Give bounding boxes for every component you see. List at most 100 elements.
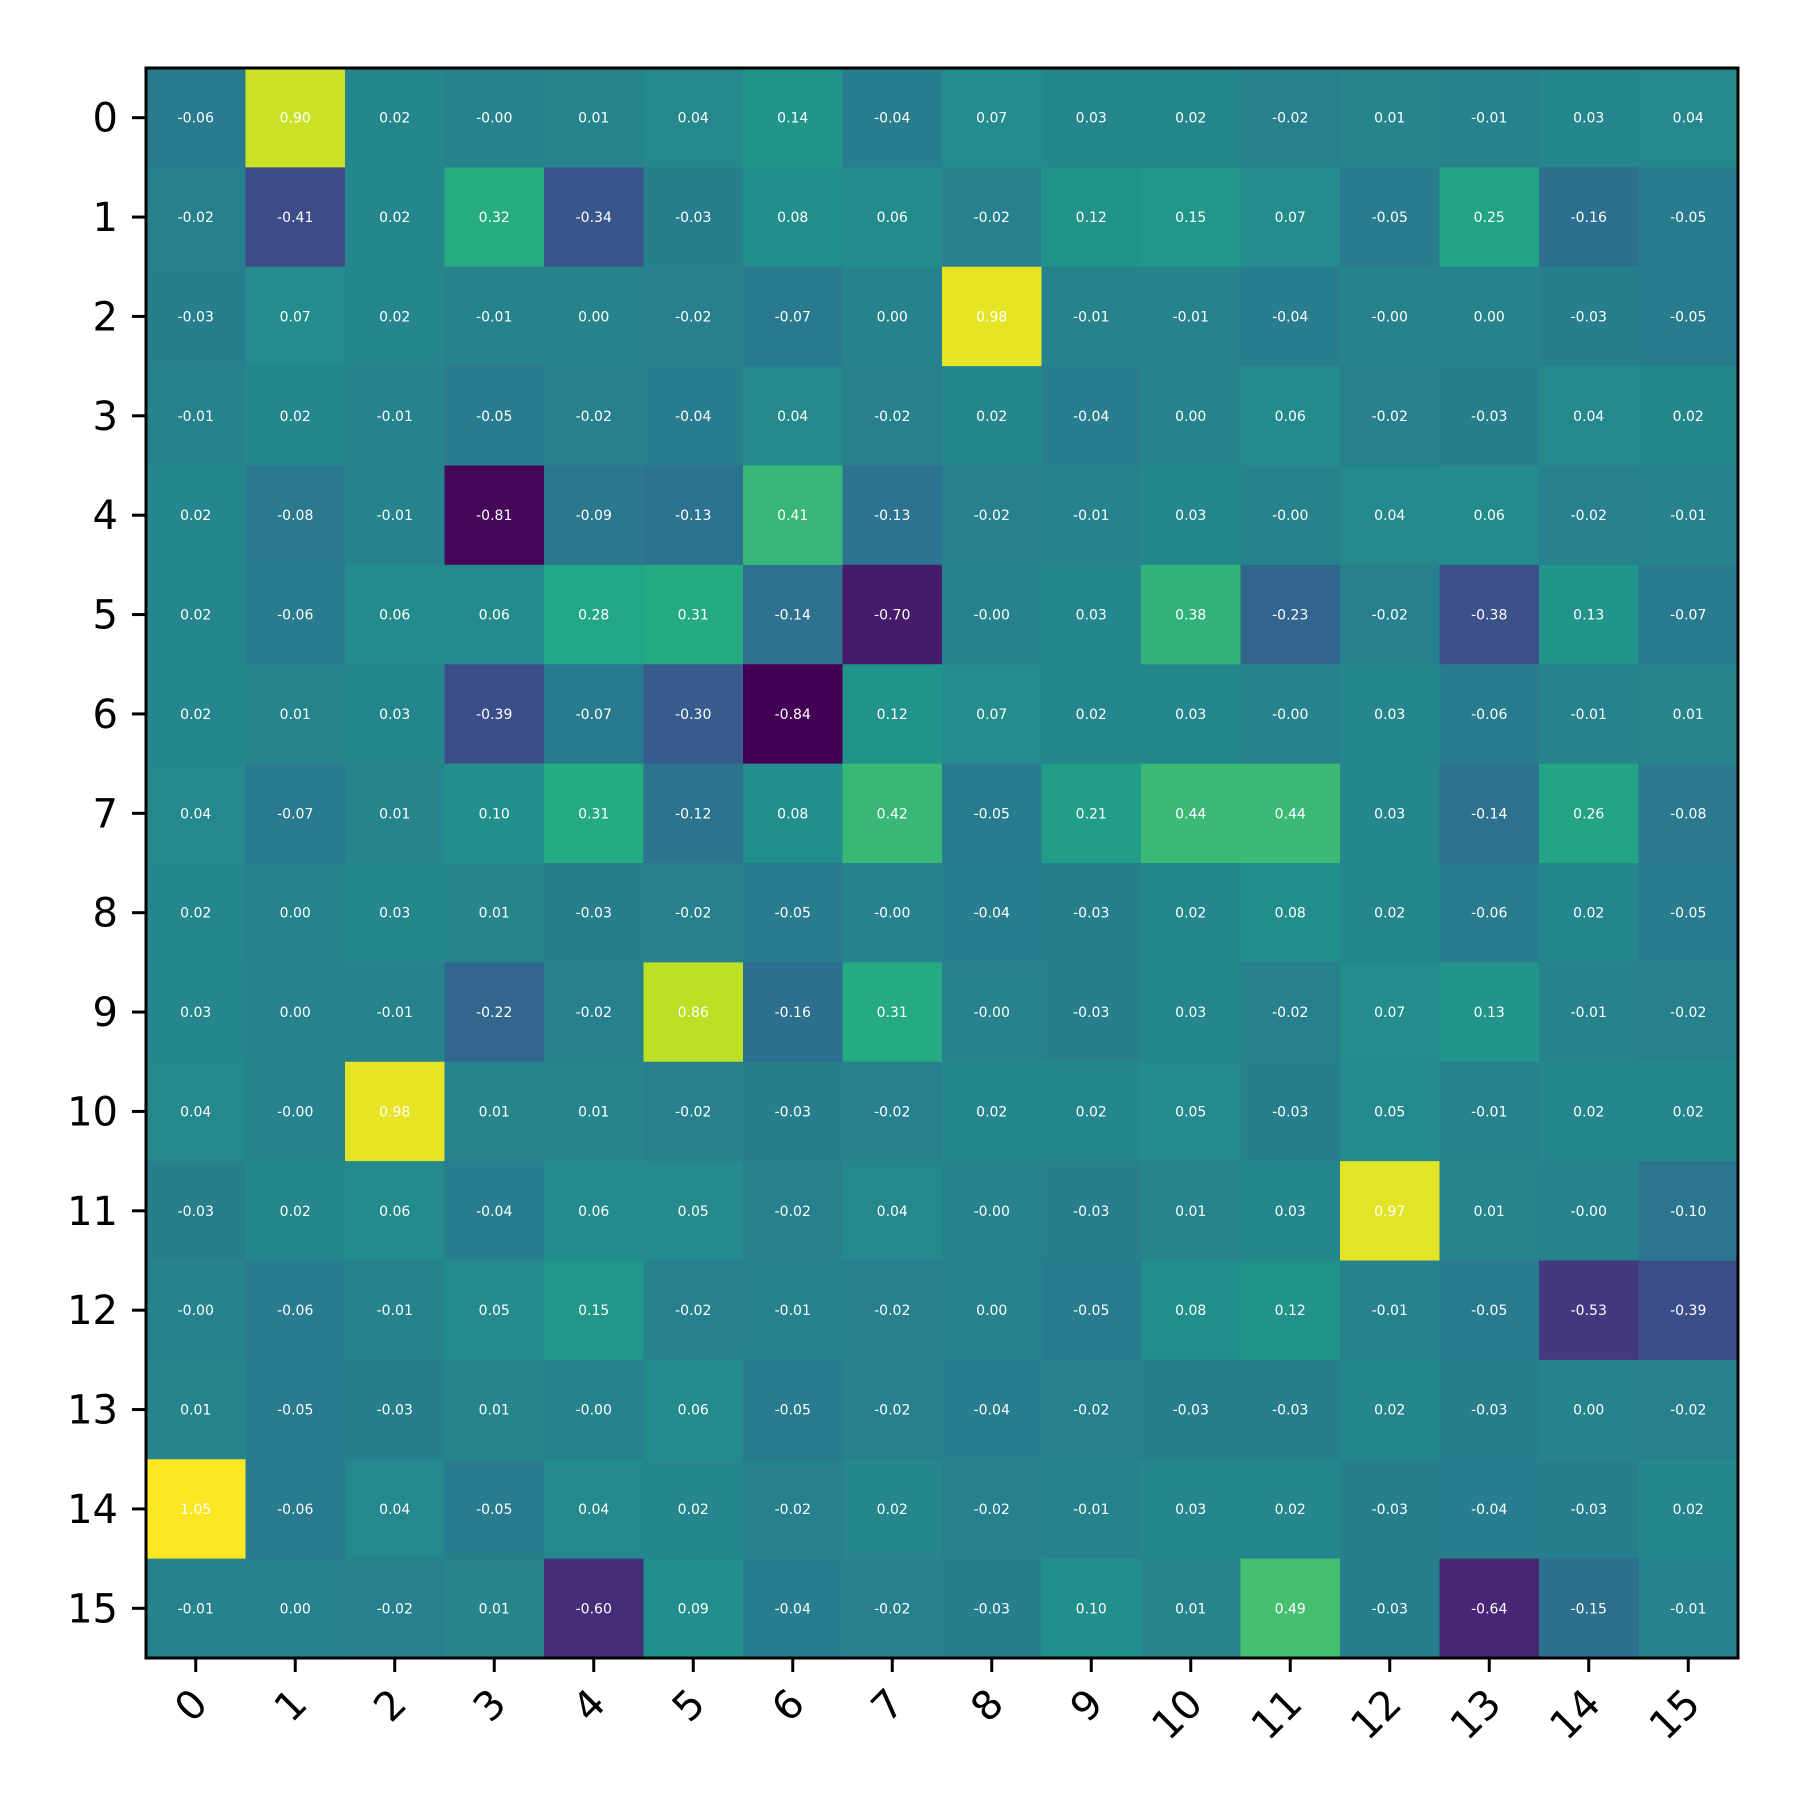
heatmap-cell: [842, 167, 943, 268]
heatmap-cell: [245, 763, 346, 864]
cell-value-label: 0.01: [479, 1601, 510, 1617]
cell-value-label: 0.02: [976, 1104, 1007, 1120]
heatmap-cell: [345, 664, 446, 765]
cell-value-label: 0.02: [1076, 707, 1107, 723]
cell-value-label: 0.04: [678, 111, 709, 127]
cell-value-label: -0.00: [874, 906, 910, 922]
heatmap-cell: [842, 962, 943, 1063]
cell-value-label: 0.00: [877, 309, 908, 325]
heatmap-cell: [1340, 1061, 1441, 1162]
heatmap-cell: [1340, 1459, 1441, 1560]
heatmap-cell: [842, 465, 943, 566]
cell-value-label: 0.02: [1076, 1104, 1107, 1120]
heatmap-cell: [245, 962, 346, 1063]
heatmap-cell: [345, 962, 446, 1063]
cell-value-label: 0.25: [1474, 210, 1505, 226]
cell-value-label: 0.02: [379, 111, 410, 127]
heatmap-cell: [345, 68, 446, 168]
heatmap-cell: [1638, 564, 1739, 665]
cell-value-label: -0.01: [1471, 111, 1507, 127]
heatmap-cell: [1240, 1558, 1341, 1659]
cell-value-label: -0.03: [178, 309, 214, 325]
heatmap-cell: [444, 167, 545, 268]
cell-value-label: -0.06: [178, 111, 214, 127]
heatmap-cells: [146, 68, 1739, 1659]
cell-value-label: 0.12: [877, 707, 908, 723]
heatmap-cell: [1439, 763, 1540, 864]
cell-value-label: -0.04: [1471, 1502, 1507, 1518]
cell-value-label: 0.02: [280, 409, 311, 425]
heatmap-cell: [146, 1061, 247, 1162]
cell-value-label: -0.02: [775, 1204, 811, 1220]
heatmap-cell: [1041, 962, 1142, 1063]
heatmap-cell: [1141, 366, 1242, 467]
heatmap-cell: [1041, 763, 1142, 864]
cell-value-label: 0.06: [379, 1204, 410, 1220]
heatmap-cell: [1439, 664, 1540, 765]
cell-value-label: 0.06: [1275, 409, 1306, 425]
cell-value-label: 0.02: [976, 409, 1007, 425]
heatmap-cell: [743, 1558, 844, 1659]
cell-value-label: -0.05: [1670, 309, 1706, 325]
cell-value-label: 0.02: [1573, 1104, 1604, 1120]
heatmap-cell: [1141, 266, 1242, 367]
heatmap-cell: [1439, 366, 1540, 467]
heatmap-cell: [643, 465, 744, 566]
y-tick-label: 1: [93, 195, 118, 241]
cell-value-label: -0.00: [277, 1104, 313, 1120]
heatmap-cell: [643, 366, 744, 467]
heatmap-cell: [1539, 68, 1640, 168]
cell-value-label: 0.06: [479, 608, 510, 624]
heatmap-cell: [146, 1459, 247, 1560]
cell-value-label: 0.01: [578, 1104, 609, 1120]
cell-value-label: 0.02: [678, 1502, 709, 1518]
cell-value-label: -0.02: [874, 1104, 910, 1120]
cell-value-label: -0.03: [675, 210, 711, 226]
cell-value-label: -0.01: [377, 1303, 413, 1319]
heatmap-cell: [1539, 664, 1640, 765]
cell-value-label: -0.02: [1571, 508, 1607, 524]
cell-value-label: -0.12: [675, 806, 711, 822]
cell-value-label: 0.06: [1474, 508, 1505, 524]
heatmap-cell: [146, 664, 247, 765]
heatmap-cell: [643, 1061, 744, 1162]
heatmap-cell: [1340, 167, 1441, 268]
heatmap-cell: [345, 465, 446, 566]
cell-value-label: 0.01: [1175, 1601, 1206, 1617]
cell-value-label: 0.44: [1275, 806, 1306, 822]
cell-value-label: -0.01: [178, 1601, 214, 1617]
cell-value-label: -0.00: [974, 1204, 1010, 1220]
heatmap-cell: [842, 366, 943, 467]
cell-value-label: 0.04: [578, 1502, 609, 1518]
cell-value-label: -0.02: [576, 409, 612, 425]
cell-value-label: 0.01: [1175, 1204, 1206, 1220]
heatmap-cell: [1041, 465, 1142, 566]
cell-value-label: 0.07: [1374, 1005, 1405, 1021]
cell-value-label: -0.00: [476, 111, 512, 127]
cell-value-label: 0.03: [1573, 111, 1604, 127]
cell-value-label: 0.04: [1573, 409, 1604, 425]
heatmap-cell: [1439, 68, 1540, 168]
cell-value-label: -0.03: [1571, 1502, 1607, 1518]
y-tick-label: 14: [67, 1487, 118, 1533]
cell-value-label: -0.02: [1272, 111, 1308, 127]
heatmap-cell: [345, 1459, 446, 1560]
heatmap-cell: [345, 1260, 446, 1361]
cell-value-label: -0.06: [1471, 906, 1507, 922]
cell-value-label: 0.02: [379, 309, 410, 325]
cell-value-label: 0.04: [777, 409, 808, 425]
cell-value-label: -0.02: [178, 210, 214, 226]
heatmap-cell: [1539, 1260, 1640, 1361]
cell-value-label: 0.28: [578, 608, 609, 624]
cell-value-label: -0.04: [974, 1403, 1010, 1419]
cell-value-label: 0.05: [1374, 1104, 1405, 1120]
heatmap-cell: [1340, 266, 1441, 367]
y-tick-label: 6: [93, 692, 118, 738]
heatmap-cell: [245, 1161, 346, 1262]
cell-value-label: 0.07: [976, 707, 1007, 723]
cell-value-label: 0.42: [877, 806, 908, 822]
y-tick-label: 3: [93, 394, 118, 440]
heatmap-cell: [743, 1260, 844, 1361]
